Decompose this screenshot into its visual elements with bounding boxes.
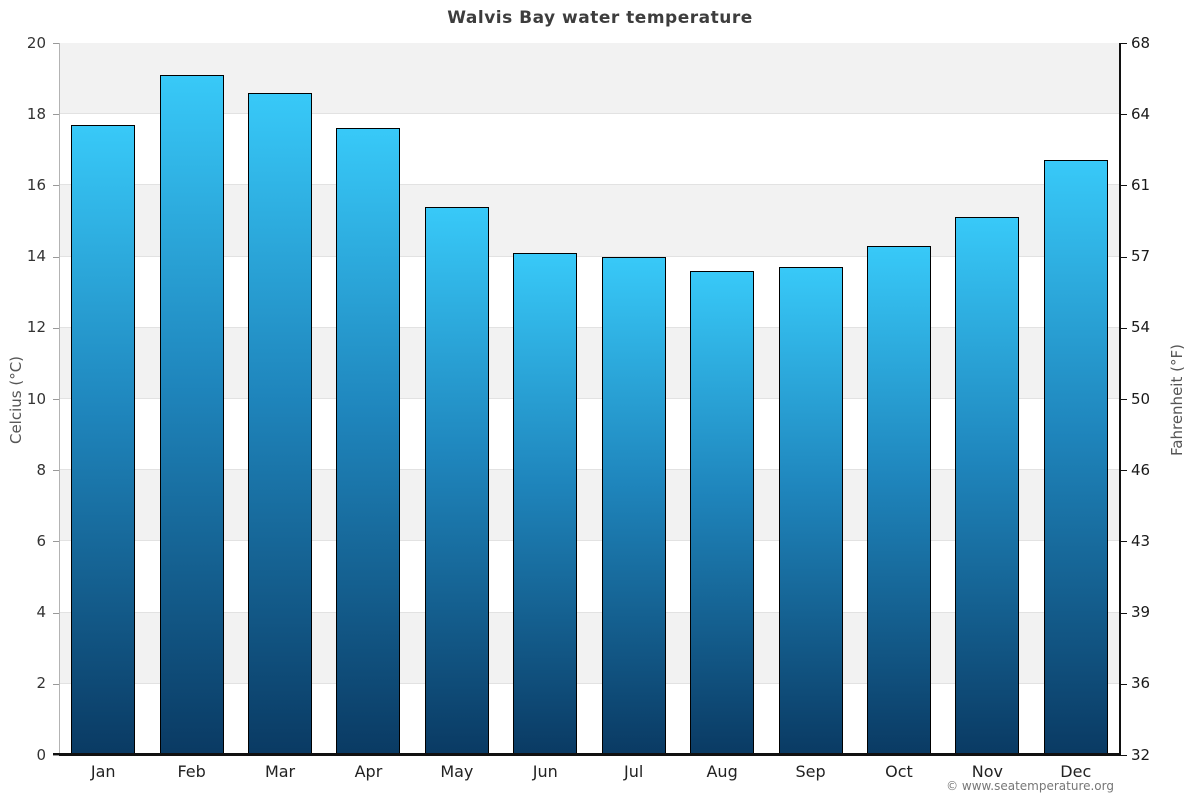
y-axis-line-left: [59, 43, 60, 755]
ytick-celsius-14: 14: [26, 247, 46, 266]
tickmark-left: [53, 683, 59, 685]
background-band: [59, 683, 1120, 755]
tickmark-right: [1121, 470, 1127, 472]
y-axis-title-celsius: Celcius (°C): [7, 355, 25, 445]
bar-jul: [601, 256, 666, 755]
ytick-fahrenheit-43: 43: [1131, 531, 1151, 550]
chart-title: Walvis Bay water temperature: [447, 8, 753, 28]
background-band: [59, 256, 1120, 328]
tickmark-left: [53, 256, 59, 258]
plot-area: [59, 43, 1120, 755]
tickmark-right: [1121, 755, 1127, 756]
bar-dec: [1043, 160, 1108, 755]
ytick-fahrenheit-68: 68: [1131, 33, 1151, 52]
xtick-jun: Jun: [532, 762, 558, 781]
ytick-fahrenheit-46: 46: [1131, 460, 1151, 479]
tickmark-left: [53, 612, 59, 614]
ytick-fahrenheit-54: 54: [1131, 318, 1151, 337]
ytick-celsius-20: 20: [26, 33, 46, 52]
ytick-fahrenheit-39: 39: [1131, 603, 1151, 622]
x-axis-line: [53, 753, 1121, 756]
tickmark-right: [1121, 114, 1127, 116]
y-axis-line-right: [1119, 43, 1121, 755]
background-band: [59, 470, 1120, 542]
xtick-apr: Apr: [354, 762, 383, 781]
bar-mar: [248, 92, 313, 755]
copyright-watermark: © www.seatemperature.org: [946, 779, 1114, 793]
tickmark-right: [1121, 256, 1127, 258]
xtick-jul: Jul: [624, 762, 644, 781]
xtick-aug: Aug: [706, 762, 738, 781]
ytick-fahrenheit-32: 32: [1131, 745, 1151, 764]
ytick-fahrenheit-36: 36: [1131, 674, 1151, 693]
tickmark-right: [1121, 43, 1127, 44]
xtick-dec: Dec: [1060, 762, 1092, 781]
background-band: [59, 399, 1120, 471]
tickmark-left: [53, 399, 59, 400]
ytick-celsius-2: 2: [36, 674, 46, 693]
bar-oct: [866, 245, 931, 755]
tickmark-left: [53, 114, 59, 116]
tickmark-left: [53, 327, 59, 329]
bar-nov: [955, 217, 1020, 755]
background-band: [59, 185, 1120, 257]
xtick-may: May: [440, 762, 474, 781]
tickmark-left: [53, 43, 59, 44]
xtick-mar: Mar: [264, 762, 296, 781]
tickmark-left: [53, 470, 59, 472]
tickmark-right: [1121, 683, 1127, 685]
xtick-jan: Jan: [90, 762, 116, 781]
tickmark-right: [1121, 185, 1127, 187]
background-band: [59, 327, 1120, 399]
bar-aug: [690, 270, 755, 755]
ytick-celsius-0: 0: [36, 745, 46, 764]
bar-may: [424, 206, 489, 755]
bar-jun: [513, 253, 578, 755]
background-band: [59, 612, 1120, 684]
ytick-celsius-12: 12: [26, 318, 46, 337]
ytick-fahrenheit-61: 61: [1131, 175, 1151, 194]
xtick-feb: Feb: [177, 762, 206, 781]
tickmark-left: [53, 755, 59, 756]
background-band: [59, 43, 1120, 115]
background-band: [59, 541, 1120, 613]
y-axis-title-fahrenheit: Fahrenheit (°F): [1168, 344, 1186, 456]
bar-apr: [336, 128, 401, 755]
ytick-fahrenheit-64: 64: [1131, 104, 1151, 123]
tickmark-right: [1121, 399, 1127, 400]
tickmark-left: [53, 541, 59, 543]
ytick-fahrenheit-57: 57: [1131, 247, 1151, 266]
bar-jan: [71, 124, 136, 755]
ytick-fahrenheit-50: 50: [1131, 389, 1151, 408]
ytick-celsius-4: 4: [36, 603, 46, 622]
xtick-sep: Sep: [795, 762, 826, 781]
ytick-celsius-6: 6: [36, 531, 46, 550]
bar-sep: [778, 267, 843, 755]
ytick-celsius-10: 10: [26, 389, 46, 408]
ytick-celsius-8: 8: [36, 460, 46, 479]
xtick-oct: Oct: [885, 762, 913, 781]
tickmark-right: [1121, 327, 1127, 329]
tickmark-left: [53, 185, 59, 187]
xtick-nov: Nov: [971, 762, 1003, 781]
tickmark-right: [1121, 541, 1127, 543]
background-band: [59, 114, 1120, 186]
ytick-celsius-16: 16: [26, 175, 46, 194]
bar-feb: [159, 75, 224, 755]
tickmark-right: [1121, 612, 1127, 614]
ytick-celsius-18: 18: [26, 104, 46, 123]
